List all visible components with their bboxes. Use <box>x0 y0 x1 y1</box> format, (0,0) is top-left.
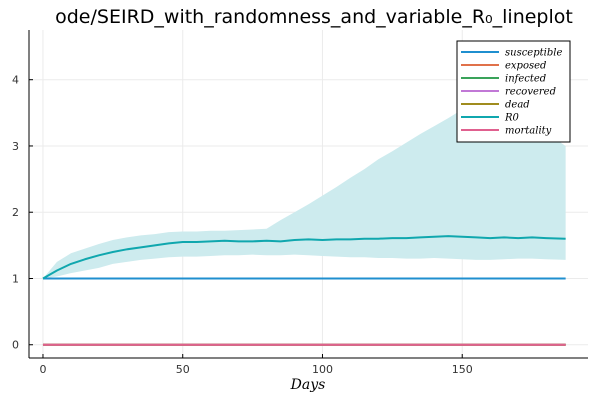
x-axis-label: Days <box>290 377 326 393</box>
x-tick-label: 50 <box>176 363 190 376</box>
legend-label-susceptible: susceptible <box>505 48 562 59</box>
series-layer <box>42 235 566 346</box>
legend: susceptible exposed infected recovered dead R… <box>456 40 571 143</box>
series-band-r0 <box>42 102 566 279</box>
legend-label-recovered: recovered <box>505 87 556 98</box>
y-tick-label: 0 <box>12 339 19 352</box>
legend-label-exposed: exposed <box>505 61 546 72</box>
y-tick-label: 2 <box>12 206 19 219</box>
legend-label-dead: dead <box>505 100 530 111</box>
band-layer <box>42 102 566 279</box>
legend-label-r0: R0 <box>504 113 520 124</box>
x-tick-label: 0 <box>39 363 46 376</box>
legend-label-infected: infected <box>505 74 546 85</box>
x-tick-label: 100 <box>312 363 333 376</box>
series-line-r0 <box>42 235 566 280</box>
y-tick-label: 3 <box>12 140 19 153</box>
y-tick-label: 1 <box>12 272 19 285</box>
axes <box>28 30 588 359</box>
y-tick-label: 4 <box>12 74 19 87</box>
legend-label-mortality: mortality <box>505 126 552 137</box>
tick-layer: 0 50 100 150 0 1 2 3 4 <box>12 74 473 376</box>
x-tick-label: 150 <box>452 363 473 376</box>
chart-title: ode/SEIRD_with_randomness_and_variable_R… <box>55 6 573 28</box>
